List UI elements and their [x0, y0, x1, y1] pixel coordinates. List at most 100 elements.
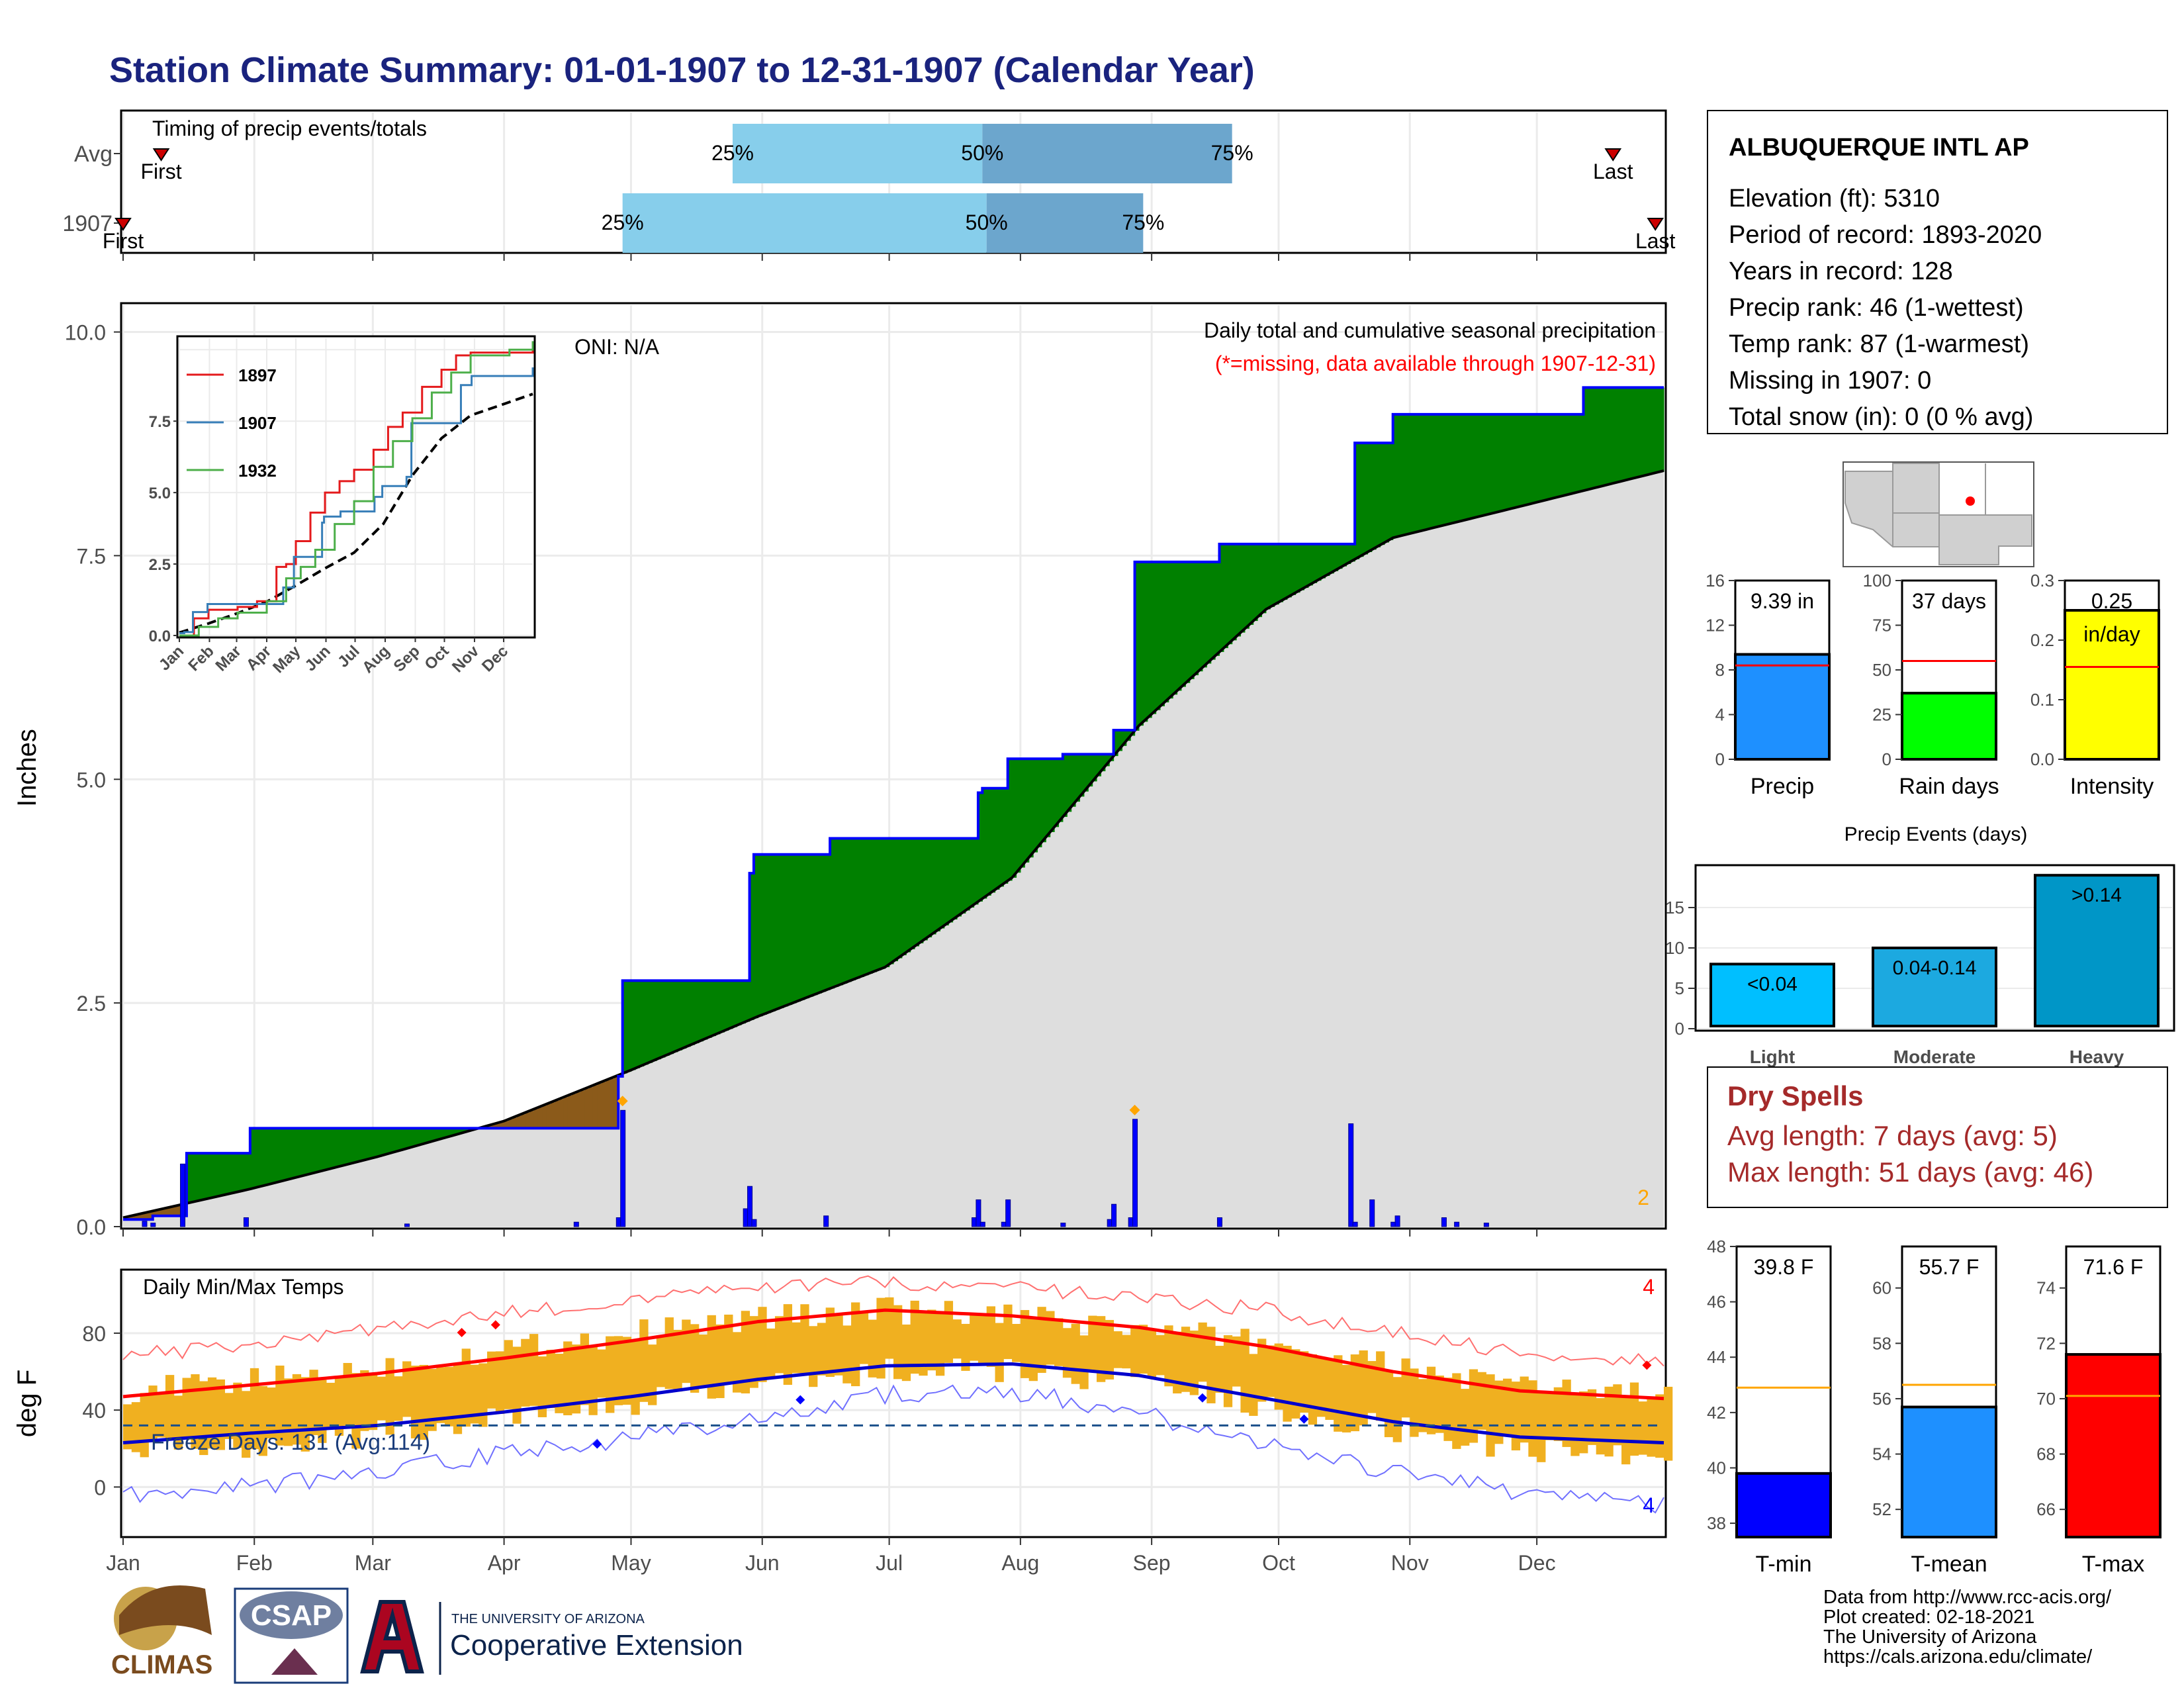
daily-temp-bar [461, 1348, 471, 1427]
record-tmin-line [122, 1384, 1664, 1514]
daily-temp-bar [588, 1346, 598, 1415]
station-line: Temp rank: 87 (1-warmest) [1729, 330, 2029, 358]
events-tick-label: 5 [1675, 978, 1684, 998]
surplus-area [919, 838, 924, 944]
credits: Data from http://www.rcc-acis.org/ Plot … [1823, 1587, 2112, 1667]
daily-temp-bar [207, 1377, 217, 1449]
deficit-area [576, 1092, 581, 1129]
deficit-area [580, 1090, 585, 1129]
surplus-area [351, 1128, 357, 1164]
credit-line: Data from http://www.rcc-acis.org/ [1823, 1587, 2112, 1608]
daily-precip-bar [1060, 1223, 1066, 1227]
daily-temp-bar [1206, 1327, 1216, 1403]
surplus-area [1329, 543, 1334, 574]
surplus-area [627, 980, 632, 1072]
daily-temp-bar [123, 1404, 132, 1450]
record-high-marker [457, 1327, 467, 1337]
surplus-area [449, 1128, 454, 1137]
surplus-area [1257, 543, 1263, 618]
surplus-area [970, 838, 975, 908]
month-tick-label: Feb [236, 1551, 273, 1575]
daily-temp-bar [343, 1362, 352, 1426]
surplus-area [1621, 387, 1627, 481]
temp-content [122, 1275, 1673, 1514]
daily-temp-bar [537, 1356, 547, 1417]
events-category-label: Light [1750, 1047, 1795, 1067]
daily-temp-bar [1418, 1379, 1428, 1432]
deficit-area [546, 1103, 551, 1129]
mini-bar-tick-label: 0 [1715, 749, 1725, 769]
surplus-area [1024, 759, 1030, 863]
surplus-area [1308, 543, 1313, 586]
station-location-dot [1966, 496, 1975, 506]
timing-panel: Timing of precip events/totals Avg 25% 50%… [62, 109, 1676, 261]
daily-temp-bar [927, 1309, 936, 1371]
surplus-area [1194, 561, 1199, 676]
inset-y-tick-label: 0.0 [149, 628, 171, 645]
surplus-area [1524, 414, 1529, 506]
station-line: Elevation (ft): 5310 [1729, 185, 1940, 212]
avg-cumulative-area [123, 471, 1664, 1227]
climas-logo-text: CLIMAS [111, 1650, 212, 1679]
surplus-area [1355, 443, 1360, 559]
surplus-area [961, 838, 966, 914]
surplus-area [872, 838, 878, 972]
surplus-area [1647, 387, 1652, 475]
daily-temp-bar [1392, 1377, 1402, 1442]
station-line: Missing in 1907: 0 [1729, 367, 1931, 395]
daily-temp-bar [792, 1322, 801, 1374]
station-line: Total snow (in): 0 (0 % avg) [1729, 403, 2033, 431]
map-borders [1892, 463, 1986, 565]
daily-temp-bar [1138, 1325, 1148, 1374]
surplus-area [1062, 754, 1068, 818]
daily-temp-bar [1367, 1361, 1377, 1413]
station-info-box: ALBUQUERQUE INTL AP Elevation (ft): 5310… [1707, 110, 2168, 434]
surplus-area [868, 838, 873, 974]
deficit-area [491, 1124, 496, 1129]
daily-temp-bar [351, 1373, 361, 1449]
daily-temp-bar [817, 1323, 827, 1376]
daily-temp-bar [1350, 1354, 1360, 1432]
month-axis: Jan Feb Mar Apr May Jun Jul Aug Sep Oct Nov Dec [106, 1537, 1556, 1575]
surplus-area [432, 1128, 437, 1142]
surplus-area [1320, 543, 1326, 579]
daily-precip-bar [180, 1163, 186, 1227]
surplus-area [834, 838, 839, 987]
daily-temp-bar [1283, 1346, 1292, 1422]
surplus-area [1096, 754, 1101, 776]
deficit-area [610, 1078, 615, 1129]
surplus-area [1244, 543, 1250, 629]
mini-bar-tick-label: 68 [2036, 1444, 2056, 1464]
daily-temp-bar [1173, 1331, 1182, 1394]
surplus-area [1117, 729, 1122, 751]
surplus-area [1532, 414, 1537, 504]
surplus-area [1384, 443, 1389, 543]
daily-temp-bar [978, 1315, 987, 1364]
daily-temp-bar [1376, 1351, 1385, 1421]
surplus-area [415, 1128, 420, 1147]
csap-cloud-icon [240, 1591, 343, 1639]
surplus-area [703, 980, 708, 1040]
surplus-area [1579, 414, 1584, 492]
deficit-area [512, 1117, 518, 1129]
deficit-area [173, 1206, 179, 1216]
surplus-area [825, 854, 831, 990]
daily-temp-bar [944, 1301, 954, 1363]
mini-bar-value-label: 55.7 F [1919, 1255, 1979, 1279]
surplus-area [859, 838, 864, 977]
surplus-area [1558, 414, 1563, 497]
daily-temp-bar [1545, 1393, 1555, 1440]
surplus-area [424, 1128, 429, 1144]
record-low-marker [592, 1439, 602, 1449]
surplus-area [923, 838, 928, 941]
daily-temp-bar [1452, 1373, 1461, 1449]
month-tick-label: Mar [355, 1551, 391, 1575]
avg-cumulative-line [122, 469, 1664, 1219]
station-line: Years in record: 128 [1729, 258, 1953, 285]
surplus-area [271, 1128, 276, 1184]
page-title: Station Climate Summary: 01-01-1907 to 1… [109, 50, 1255, 90]
surplus-area [461, 1128, 467, 1133]
daily-temp-bar [809, 1326, 818, 1387]
daily-precip-bar [1005, 1199, 1011, 1227]
deficit-area [161, 1209, 166, 1216]
